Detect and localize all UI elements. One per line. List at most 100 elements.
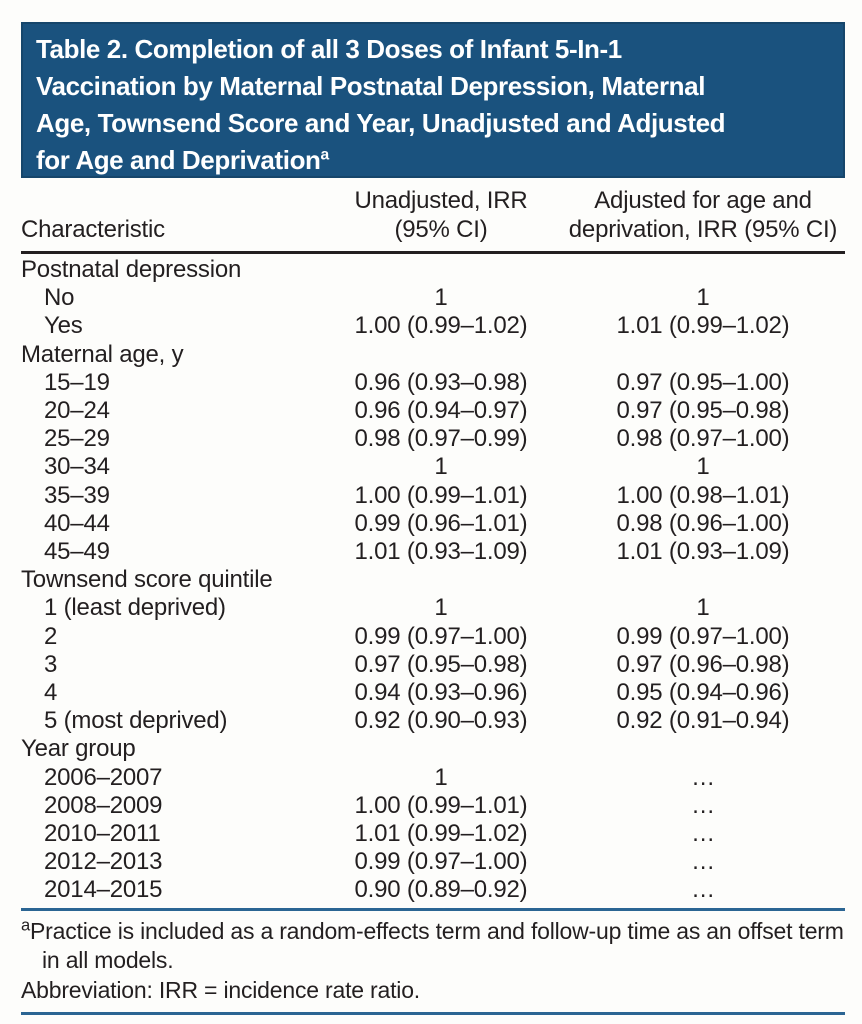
table-content: Characteristic Unadjusted, IRR (95% CI) …	[21, 186, 845, 1016]
table-row: 2 0.99 (0.97–1.00) 0.99 (0.97–1.00)	[21, 623, 845, 651]
adjusted-value	[561, 256, 845, 284]
footnotes: aPractice is included as a random-effect…	[21, 911, 845, 1006]
table-row: 15–19 0.96 (0.93–0.98) 0.97 (0.95–1.00)	[21, 369, 845, 397]
table-section-row: Maternal age, y	[21, 341, 845, 369]
adjusted-value: 1	[696, 594, 710, 622]
unadjusted-value: 1	[434, 453, 448, 481]
table-title-text: for Age and Deprivation	[36, 145, 321, 175]
row-label: 35–39	[44, 481, 110, 509]
unadjusted-value: 0.94 (0.93–0.96)	[354, 679, 528, 707]
table-section-row: Postnatal depression	[21, 256, 845, 284]
unadjusted-value: 1.00 (0.99–1.02)	[354, 312, 528, 340]
unadjusted-value: 0.99 (0.97–1.00)	[354, 622, 528, 650]
row-label: 25–29	[44, 425, 110, 453]
table-title-line: Vaccination by Maternal Postnatal Depres…	[36, 71, 706, 101]
table-row: 4 0.94 (0.93–0.96) 0.95 (0.94–0.96)	[21, 679, 845, 707]
table-row: 30–34 1 1	[21, 453, 845, 481]
unadjusted-value: 1.00 (0.99–1.01)	[354, 791, 528, 819]
adjusted-value: 0.98 (0.97–1.00)	[616, 425, 790, 453]
adjusted-value: 0.97 (0.96–0.98)	[616, 650, 790, 678]
row-label: Maternal age, y	[21, 340, 184, 368]
table-row: 3 0.97 (0.95–0.98) 0.97 (0.96–0.98)	[21, 651, 845, 679]
unadjusted-value: 0.98 (0.97–0.99)	[354, 425, 528, 453]
unadjusted-value: 1.00 (0.99–1.01)	[354, 481, 528, 509]
row-label: Yes	[44, 312, 83, 340]
unadjusted-value: 0.90 (0.89–0.92)	[354, 876, 528, 904]
row-label: 2008–2009	[44, 791, 163, 819]
footnote-marker: a	[21, 915, 31, 935]
table-row: 2012–2013 0.99 (0.97–1.00) …	[21, 848, 845, 876]
footnote-a: aPractice is included as a random-effect…	[21, 915, 845, 976]
row-label: 15–19	[44, 368, 110, 396]
row-label: 45–49	[44, 538, 110, 566]
table-title-line: Age, Townsend Score and Year, Unadjusted…	[36, 108, 726, 138]
adjusted-value: 1.01 (0.93–1.09)	[616, 538, 790, 566]
footnote-bottom-rule	[21, 1012, 845, 1016]
row-label: 2010–2011	[44, 820, 161, 848]
unadjusted-value	[321, 566, 561, 594]
adjusted-value	[561, 735, 845, 763]
row-label: 2014–2015	[44, 876, 163, 904]
adjusted-value: …	[691, 876, 715, 904]
unadjusted-value: 1	[434, 763, 448, 791]
adjusted-value: …	[691, 791, 715, 819]
row-label: 3	[44, 650, 58, 678]
row-label: 2	[44, 622, 58, 650]
column-header-adjusted: Adjusted for age and deprivation, IRR (9…	[568, 187, 838, 243]
row-label: 20–24	[44, 397, 110, 425]
table-row: 2010–2011 1.01 (0.99–1.02) …	[21, 820, 845, 848]
table-title-line: for Age and Deprivationa	[36, 142, 835, 179]
unadjusted-value	[321, 341, 561, 369]
unadjusted-value: 1.01 (0.99–1.02)	[354, 820, 528, 848]
unadjusted-value	[321, 735, 561, 763]
adjusted-value: 0.97 (0.95–0.98)	[616, 397, 790, 425]
row-label: 40–44	[44, 509, 110, 537]
row-label: 5 (most deprived)	[44, 707, 228, 735]
row-label: 30–34	[44, 453, 110, 481]
table-section-row: Townsend score quintile	[21, 566, 845, 594]
unadjusted-value: 0.99 (0.96–1.01)	[354, 509, 528, 537]
row-label: Postnatal depression	[21, 256, 242, 283]
adjusted-value: 0.99 (0.97–1.00)	[616, 622, 790, 650]
unadjusted-value: 0.96 (0.93–0.98)	[354, 368, 528, 396]
adjusted-value: 0.92 (0.91–0.94)	[616, 707, 790, 735]
adjusted-value: 0.98 (0.96–1.00)	[616, 509, 790, 537]
table-row: 20–24 0.96 (0.94–0.97) 0.97 (0.95–0.98)	[21, 397, 845, 425]
adjusted-value: 1.00 (0.98–1.01)	[616, 481, 790, 509]
adjusted-value	[561, 341, 845, 369]
table-row: No 1 1	[21, 284, 845, 312]
adjusted-value: …	[691, 820, 715, 848]
row-label: 2006–2007	[44, 763, 163, 791]
unadjusted-value: 1	[434, 284, 448, 312]
table-row: Yes 1.00 (0.99–1.02) 1.01 (0.99–1.02)	[21, 312, 845, 340]
adjusted-value: 1	[696, 284, 710, 312]
unadjusted-value	[321, 256, 561, 284]
table-body: Postnatal depression No 1 1 Yes 1.00 (0.99–1.…	[21, 254, 845, 905]
row-label: Year group	[21, 735, 136, 763]
table-title-line: Table 2. Completion of all 3 Doses of In…	[36, 34, 622, 64]
table-row: 40–44 0.99 (0.96–1.01) 0.98 (0.96–1.00)	[21, 510, 845, 538]
unadjusted-value: 0.96 (0.94–0.97)	[354, 397, 528, 425]
table-row: 25–29 0.98 (0.97–0.99) 0.98 (0.97–1.00)	[21, 425, 845, 453]
table-header-row: Characteristic Unadjusted, IRR (95% CI) …	[21, 186, 845, 254]
abbreviation-note: Abbreviation: IRR = incidence rate ratio…	[21, 976, 420, 1003]
table-row: 2014–2015 0.90 (0.89–0.92) …	[21, 876, 845, 904]
table-row: 1 (least deprived) 1 1	[21, 594, 845, 622]
row-label: No	[44, 284, 75, 312]
adjusted-value: 1.01 (0.99–1.02)	[616, 312, 790, 340]
footnote-top-rule	[21, 907, 845, 911]
row-label: 2012–2013	[44, 848, 163, 876]
table-section-row: Year group	[21, 735, 845, 763]
unadjusted-value: 1.01 (0.93–1.09)	[354, 538, 528, 566]
adjusted-value: 1	[696, 453, 710, 481]
adjusted-value: …	[691, 848, 715, 876]
footnote-text: Practice is included as a random-effects…	[30, 917, 844, 974]
column-header-unadjusted: Unadjusted, IRR (95% CI)	[354, 187, 528, 243]
table-title-banner: Table 2. Completion of all 3 Doses of In…	[21, 22, 845, 178]
unadjusted-value: 0.99 (0.97–1.00)	[354, 848, 528, 876]
table-row: 2006–2007 1…	[21, 764, 845, 792]
adjusted-value	[561, 566, 845, 594]
row-label: Townsend score quintile	[21, 566, 273, 594]
row-label: 4	[44, 679, 58, 707]
